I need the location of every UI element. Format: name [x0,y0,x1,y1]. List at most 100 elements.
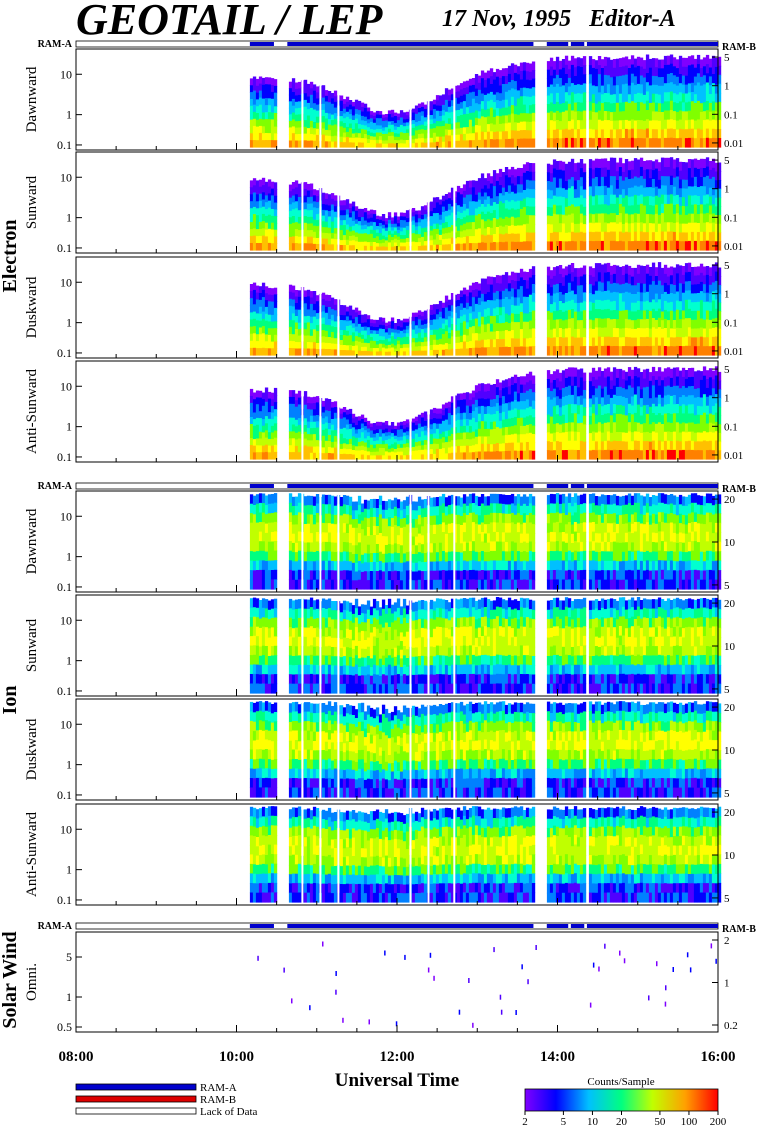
spectrogram-cell [567,232,572,242]
spectrogram-cell [252,221,257,230]
spectrogram-cell [438,349,443,356]
spectrogram-cell [369,143,374,148]
spectrogram-cell [612,194,617,205]
spectrogram-cell [681,170,686,181]
spectrogram-cell [714,102,719,112]
spectrogram-cell [447,101,452,108]
spectrogram-cell [636,282,641,293]
spectrogram-cell [555,223,560,233]
spectrogram-cell [636,327,641,338]
spectrogram-cell [615,180,620,190]
spectrogram-cell [306,328,311,336]
spectrogram-cell [681,274,686,285]
spectrogram-cell [333,233,338,240]
spectrogram-cell [495,180,500,190]
spectrogram-cell [606,178,611,189]
spectrogram-cell [708,328,713,339]
spectrogram-cell [708,67,713,77]
spectrogram-cell [696,275,701,285]
spectrogram-cell [297,309,302,317]
spectrogram-cell [297,290,302,298]
spectrogram-cell [501,195,506,204]
spectrogram-cell [357,454,362,460]
spectrogram-cell [678,179,683,189]
spectrogram-cell [309,101,314,109]
spectrogram-cell [612,346,617,356]
spectrogram-cell [369,246,374,251]
spectrogram-cell [663,157,668,168]
spectrogram-cell [468,348,473,356]
spectrogram-cell [273,195,278,204]
spectrogram-cell [288,140,293,148]
spectrogram-cell [693,337,698,347]
spectrogram-cell [384,345,389,350]
spectrogram-cell [498,323,503,332]
spectrogram-cell [288,81,293,89]
spectrogram-cell [525,79,530,89]
spectrogram-cell [273,182,278,190]
spectrogram-cell [690,267,695,277]
spectrogram-cell [291,112,296,121]
spectrogram-cell [717,162,722,172]
spectrogram-cell [369,225,374,231]
spectrogram-cell [447,338,452,345]
spectrogram-cell [432,244,437,251]
spectrogram-cell [441,323,446,330]
spectrogram-cell [639,111,644,121]
spectrogram-cell [636,177,641,188]
spectrogram-cell [417,234,422,239]
spectrogram-cell [603,167,608,178]
spectrogram-cell [558,241,563,251]
spectrogram-cell [351,450,356,456]
spectrogram-cell [570,281,575,292]
spectrogram-cell [405,443,410,448]
spectrogram-cell [600,138,605,148]
spectrogram-cell [708,232,713,242]
spectrogram-cell [351,309,356,315]
spectrogram-cell [429,314,434,321]
spectrogram-cell [441,136,446,143]
spectrogram-cell [528,138,533,148]
spectrogram-cell [597,119,602,130]
spectrogram-cell [321,109,326,117]
spectrogram-cell [657,59,662,69]
spectrogram-cell [324,294,329,302]
spectrogram-cell [663,203,668,214]
spectrogram-cell [315,319,320,326]
spectrogram-cell [366,327,371,332]
spectrogram-cell [651,196,656,207]
spectrogram-cell [444,199,449,206]
spectrogram-cell [375,118,380,123]
spectrogram-cell [345,116,350,123]
spectrogram-cell [504,241,509,251]
spectrogram-cell [669,175,674,186]
spectrogram-cell [669,119,674,130]
spectrogram-cell [699,177,704,187]
spectrogram-cell [507,323,512,332]
spectrogram-cell [312,316,317,324]
spectrogram-cell [258,334,263,342]
spectrogram-cell [495,139,500,148]
spectrogram-cell [309,140,314,148]
spectrogram-cell [351,323,356,329]
spectrogram-cell [558,78,563,88]
spectrogram-cell [351,345,356,351]
spectrogram-cell [645,137,650,148]
spectrogram-cell [567,121,572,131]
spectrogram-cell [618,93,623,104]
spectrogram-cell [324,434,329,442]
spectrogram-cell [378,447,383,453]
spectrogram-cell [501,68,506,77]
spectrogram-cell [315,86,320,94]
spectrogram-cell [417,129,422,135]
spectrogram-cell [504,183,509,193]
spectrogram-cell [687,204,692,215]
spectrogram-cell [597,65,602,75]
spectrogram-cell [393,235,398,240]
spectrogram-cell [678,188,683,198]
spectrogram-cell [528,197,533,208]
spectrogram-cell [378,219,383,224]
spectrogram-cell [354,312,359,318]
spectrogram-cell [489,123,494,132]
spectrogram-cell [648,302,653,312]
